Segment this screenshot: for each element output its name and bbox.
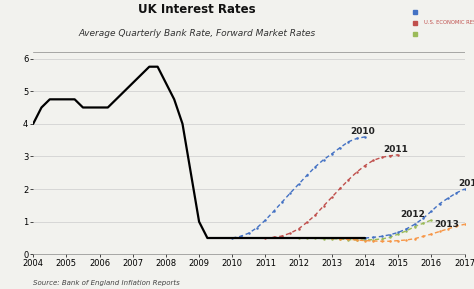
Text: UK Interest Rates: UK Interest Rates xyxy=(138,3,256,16)
Text: 2013: 2013 xyxy=(435,220,459,229)
Text: 2014: 2014 xyxy=(458,179,474,188)
Text: 2010: 2010 xyxy=(350,127,375,136)
Text: 2011: 2011 xyxy=(383,145,408,154)
Text: Average Quarterly Bank Rate, Forward Market Rates: Average Quarterly Bank Rate, Forward Mar… xyxy=(79,29,316,38)
Text: Source: Bank of England Inflation Reports: Source: Bank of England Inflation Report… xyxy=(33,280,180,286)
Text: 2012: 2012 xyxy=(400,210,425,219)
Text: U.S. ECONOMIC RESEARCH COUNCIL: U.S. ECONOMIC RESEARCH COUNCIL xyxy=(424,20,474,25)
